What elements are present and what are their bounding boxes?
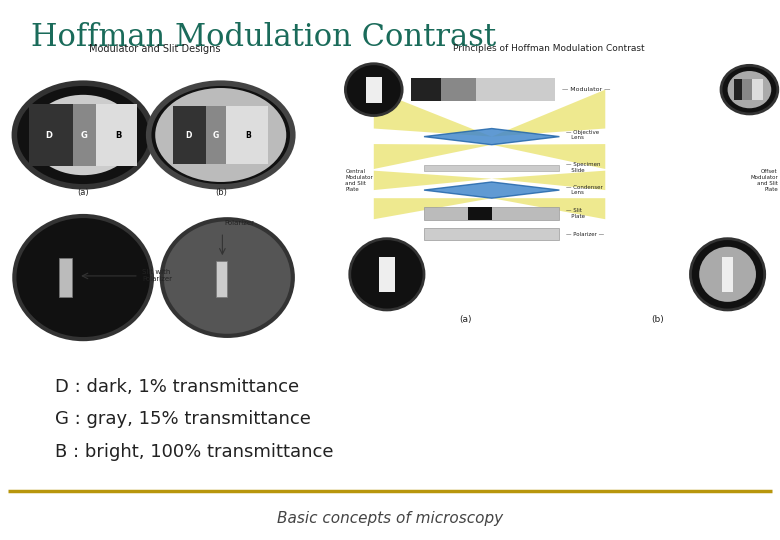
- Polygon shape: [374, 198, 491, 219]
- Text: — Condenser
   Lens: — Condenser Lens: [566, 185, 603, 195]
- Polygon shape: [424, 182, 559, 198]
- Polygon shape: [374, 171, 491, 190]
- Text: Principles of Hoffman Modulation Contrast: Principles of Hoffman Modulation Contras…: [452, 44, 644, 53]
- Bar: [424, 228, 559, 240]
- Text: Hoffman Modulation Contrast: Hoffman Modulation Contrast: [31, 22, 496, 52]
- Ellipse shape: [14, 216, 152, 339]
- Bar: [411, 78, 555, 101]
- Ellipse shape: [349, 239, 424, 310]
- Ellipse shape: [30, 95, 136, 175]
- Text: Central
Modulator
and Slit
Plate: Central Modulator and Slit Plate: [346, 169, 373, 192]
- Bar: [441, 78, 477, 101]
- Text: (a): (a): [77, 188, 89, 198]
- Text: — Polarizer —: — Polarizer —: [566, 232, 604, 237]
- Text: Polarizer: Polarizer: [224, 220, 254, 226]
- Polygon shape: [424, 129, 559, 145]
- Text: D : dark, 1% transmittance: D : dark, 1% transmittance: [55, 378, 299, 396]
- Text: D: D: [185, 131, 191, 139]
- Text: B: B: [115, 131, 122, 139]
- Polygon shape: [491, 171, 605, 190]
- Text: (b): (b): [651, 315, 664, 324]
- Bar: [411, 78, 441, 101]
- Bar: [58, 258, 73, 297]
- Polygon shape: [491, 90, 605, 137]
- Text: Basic concepts of microscopy: Basic concepts of microscopy: [277, 511, 503, 526]
- Text: G : gray, 15% transmittance: G : gray, 15% transmittance: [55, 410, 310, 428]
- Ellipse shape: [149, 83, 292, 187]
- Text: D: D: [45, 131, 52, 139]
- Bar: [742, 79, 752, 100]
- Text: — Specimen
   Slide: — Specimen Slide: [566, 163, 601, 173]
- Bar: [379, 256, 395, 292]
- Bar: [468, 207, 491, 220]
- Bar: [722, 256, 733, 292]
- Text: G: G: [81, 131, 88, 139]
- Polygon shape: [206, 106, 225, 164]
- Ellipse shape: [161, 219, 292, 336]
- Polygon shape: [491, 198, 605, 219]
- Text: — Slit
   Plate: — Slit Plate: [566, 208, 585, 219]
- Bar: [424, 207, 559, 220]
- Text: B: B: [246, 131, 251, 139]
- Text: Slit with
Polarizer: Slit with Polarizer: [142, 269, 172, 282]
- Ellipse shape: [721, 65, 778, 114]
- Polygon shape: [30, 104, 73, 166]
- Polygon shape: [173, 106, 206, 164]
- Text: B : bright, 100% transmittance: B : bright, 100% transmittance: [55, 443, 333, 461]
- Polygon shape: [374, 144, 491, 169]
- Ellipse shape: [165, 96, 276, 174]
- Bar: [734, 79, 742, 100]
- Text: (b): (b): [215, 188, 227, 198]
- Text: Modulator and Slit Designs: Modulator and Slit Designs: [90, 44, 221, 55]
- Bar: [216, 261, 227, 297]
- Ellipse shape: [728, 71, 771, 108]
- Bar: [366, 77, 381, 103]
- Text: — Objective
   Lens: — Objective Lens: [566, 130, 599, 140]
- Bar: [752, 79, 763, 100]
- Polygon shape: [225, 106, 268, 164]
- Text: G: G: [213, 131, 219, 139]
- Polygon shape: [491, 144, 605, 169]
- Ellipse shape: [155, 88, 286, 182]
- Ellipse shape: [14, 83, 152, 187]
- Ellipse shape: [346, 64, 402, 116]
- Polygon shape: [95, 104, 136, 166]
- Text: (a): (a): [459, 315, 472, 324]
- Polygon shape: [374, 90, 491, 137]
- Ellipse shape: [699, 247, 756, 302]
- Text: — Modulator —: — Modulator —: [562, 87, 610, 92]
- Bar: [477, 78, 555, 101]
- Bar: [424, 165, 559, 171]
- Polygon shape: [73, 104, 95, 166]
- Text: Offset
Modulator
and Slit
Plate: Offset Modulator and Slit Plate: [750, 169, 778, 192]
- Ellipse shape: [690, 239, 764, 310]
